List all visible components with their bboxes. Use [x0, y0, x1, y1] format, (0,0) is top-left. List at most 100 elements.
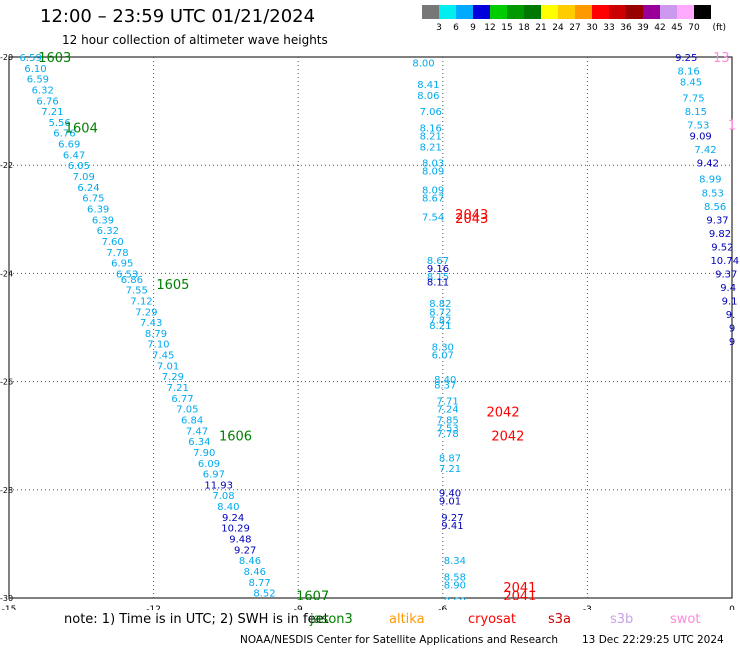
- footer-timestamp: 13 Dec 22:29:25 UTC 2024: [582, 634, 724, 646]
- colorbar-tick-label: 15: [501, 23, 512, 33]
- colorbar-tick-label: 33: [603, 23, 614, 33]
- y-tick-label: -26: [0, 378, 13, 387]
- swh-value-label: 9.4: [720, 283, 736, 294]
- colorbar-swatch: [643, 5, 660, 19]
- swh-value-label: 8.79: [145, 329, 167, 340]
- swh-value-label: 6.24: [77, 183, 99, 194]
- swh-value-label: 8.34: [444, 556, 466, 567]
- satellite-legend: jason3 altika cryosat s3a s3b swot: [0, 612, 740, 630]
- footer-note: note: 1) Time is in UTC; 2) SWH is in fe…: [64, 612, 329, 627]
- swh-value-label: 7.45: [152, 351, 174, 362]
- swh-value-label: 7.55: [126, 286, 148, 297]
- swh-value-label: 6.32: [32, 85, 54, 96]
- swh-value-label: 7.90: [193, 448, 215, 459]
- swh-value-label: 6.32: [97, 226, 119, 237]
- swh-value-label: 11.93: [204, 480, 233, 491]
- swh-value-label: 8.46: [239, 556, 261, 567]
- swh-value-label: 6.59: [20, 53, 42, 64]
- swh-value-label: 8.40: [434, 375, 456, 386]
- swh-value-label: 7.75: [682, 94, 704, 105]
- swh-value-label: 6.76: [53, 129, 75, 140]
- swh-value-label: 9.1: [722, 296, 738, 307]
- swh-value-label: 9.48: [229, 534, 251, 545]
- swh-value-label: 7.85: [436, 415, 458, 426]
- colorbar-swatch: [694, 5, 711, 19]
- swh-value-label: 8.21: [420, 142, 442, 153]
- swh-value-label: 9.52: [711, 242, 733, 253]
- pass-number-label: 13: [713, 51, 730, 66]
- colorbar-swatch: [558, 5, 575, 19]
- satellite-legend-item: s3b: [610, 612, 634, 627]
- swh-value-label: 10.74: [710, 256, 739, 267]
- swh-value-label: 7.21: [167, 383, 189, 394]
- colorbar-tick-label: 9: [470, 23, 476, 33]
- swh-value-label: 8.58: [444, 572, 466, 583]
- swh-value-label: 7.06: [420, 107, 442, 118]
- swh-value-label: 8.77: [249, 578, 271, 589]
- swh-value-label: 9: [729, 324, 735, 335]
- swh-value-label: 6.34: [188, 437, 210, 448]
- swh-value-label: 7.01: [157, 361, 179, 372]
- colorbar-tick-label: 3: [436, 23, 442, 33]
- colorbar-swatch: [575, 5, 592, 19]
- swh-value-label: 9.41: [441, 521, 463, 532]
- swh-value-label: 8.00: [412, 58, 434, 69]
- swh-value-label: 8.40: [217, 502, 239, 513]
- swh-value-label: 7.43: [140, 318, 162, 329]
- swh-value-label: 7.09: [73, 172, 95, 183]
- swh-value-label: 7.24: [436, 405, 458, 416]
- swh-value-label: 7.10: [147, 340, 169, 351]
- swh-value-label: 7.78: [106, 248, 128, 259]
- colorbar-tick-label: 70: [688, 23, 700, 33]
- swh-value-label: 8.82: [429, 299, 451, 310]
- x-tick-label: -9: [294, 605, 303, 610]
- swh-value-label: 9.01: [439, 497, 461, 508]
- swh-value-label: 8.15: [427, 272, 449, 283]
- swh-value-label: 6.47: [63, 150, 85, 161]
- colorbar-swatch: [660, 5, 677, 19]
- colorbar-swatch: [439, 5, 456, 19]
- colorbar-tick-label: 42: [654, 23, 665, 33]
- swh-value-label: 8.16: [677, 67, 699, 78]
- swh-value-label: 9.37: [706, 215, 728, 226]
- swh-value-label: 8.03: [422, 158, 444, 169]
- plot-frame: [8, 56, 733, 599]
- swh-value-label: 8.52: [253, 589, 275, 600]
- swh-value-label: 8.21: [429, 321, 451, 332]
- swh-value-label: 7.05: [176, 405, 198, 416]
- pass-number-label: 2041: [503, 589, 536, 604]
- swh-value-label: 8.72: [429, 307, 451, 318]
- swh-value-label: 8.45: [680, 77, 702, 88]
- colorbar-tick-label: 30: [586, 23, 598, 33]
- swh-value-label: 6.95: [111, 259, 133, 270]
- colorbar-tick-label: 12: [484, 23, 495, 33]
- swh-value-label: 7.42: [694, 145, 716, 156]
- colorbar-tick-label: 39: [637, 23, 649, 33]
- colorbar-swatch: [490, 5, 507, 19]
- colorbar-swatch: [541, 5, 558, 19]
- colorbar-tick-label: 6: [453, 23, 459, 33]
- swh-value-label: 8.09: [422, 167, 444, 178]
- swh-value-label: 7.71: [436, 397, 458, 408]
- swh-value-label: 7.12: [130, 296, 152, 307]
- satellite-legend-item: swot: [670, 612, 701, 627]
- swh-value-label: 8.30: [432, 342, 454, 353]
- swh-value-label: 6.39: [87, 204, 109, 215]
- swh-value-label: 9.25: [675, 53, 697, 64]
- swh-value-label: 6.59: [27, 75, 49, 86]
- color-scale-legend: 3 6 9 12 15 18 21 24 27 30 33 36 39 42 45 70 (ft): [422, 5, 726, 33]
- swh-value-label: 9.09: [690, 131, 712, 142]
- swh-value-label: 8.94: [258, 599, 280, 610]
- swh-value-label: 7.82: [429, 315, 451, 326]
- swh-value-label: 8.37: [434, 380, 456, 391]
- colorbar-unit: (ft): [712, 23, 726, 33]
- pass-number-label: 2042: [491, 430, 524, 445]
- page-subtitle: 12 hour collection of altimeter wave hei…: [62, 33, 328, 47]
- x-tick-label: 0: [729, 605, 735, 610]
- swh-value-label: 8.53: [702, 188, 724, 199]
- pass-number-label: 2043: [455, 212, 488, 227]
- swh-value-label: 6.84: [181, 415, 203, 426]
- colorbar-swatch: [677, 5, 694, 19]
- swh-value-label: 9.37: [715, 269, 737, 280]
- swh-value-label: 7.29: [162, 372, 184, 383]
